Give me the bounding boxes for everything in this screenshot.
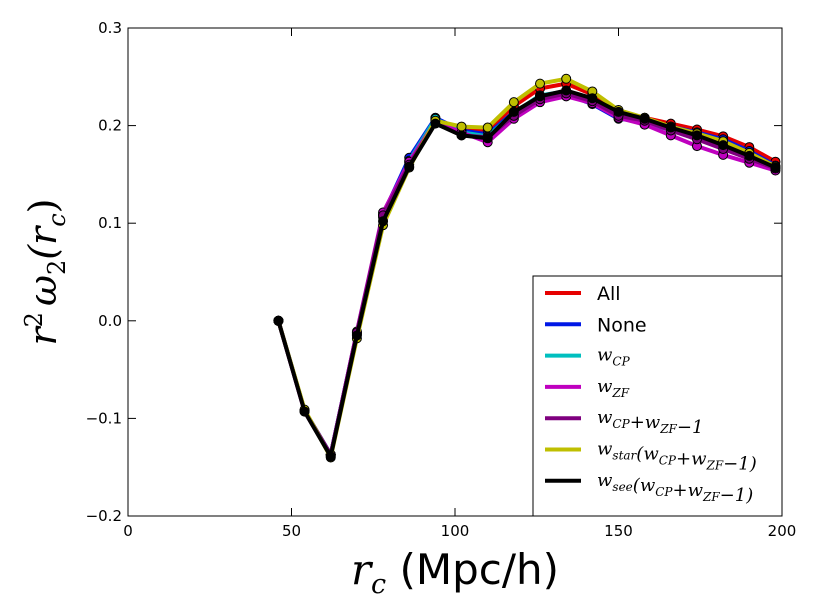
legend-label-part: w	[597, 376, 613, 397]
legend-label: wCP+wZF−1	[597, 407, 703, 438]
legend-label: None	[597, 314, 647, 336]
data-point	[535, 91, 546, 102]
data-point	[587, 93, 598, 104]
ticks-layer: 0 50 100 150 200 −0.2 −0.1 0.0 0.1 0.2 0.3	[86, 19, 797, 540]
y-tick-label: 0.2	[98, 117, 122, 135]
data-point	[535, 78, 546, 89]
ylabel-arg: (r	[21, 224, 65, 260]
xlabel-unit: (Mpc/h)	[400, 545, 560, 594]
legend-label-sub: ZF	[706, 459, 724, 473]
legend-label-sub: ZF	[611, 386, 629, 400]
data-point	[351, 330, 362, 341]
data-point	[770, 162, 781, 173]
xlabel-sub: c	[371, 569, 386, 600]
legend-label-part: +w	[673, 480, 704, 501]
data-point	[378, 216, 389, 227]
legend-label-part: −1	[677, 417, 704, 438]
ylabel-arg-sub: c	[43, 213, 71, 226]
data-point	[482, 122, 493, 133]
ylabel-omega: ω	[21, 275, 65, 306]
x-tick-label: 150	[604, 522, 633, 540]
legend-label-part: −1)	[720, 485, 754, 506]
ylabel-sub: 2	[43, 260, 71, 275]
legend-label-sub: CP	[655, 485, 673, 499]
legend-label-part: −1)	[723, 454, 757, 475]
data-point	[744, 150, 755, 161]
data-point	[639, 113, 650, 124]
data-point	[299, 406, 310, 417]
legend-label-part: w	[597, 470, 613, 491]
ylabel-close: )	[21, 198, 65, 213]
legend-label-part: w	[597, 439, 613, 460]
legend-label-part: w	[597, 407, 613, 428]
data-point	[561, 85, 572, 96]
legend-label-part: +w	[676, 449, 707, 470]
legend-label-sub: CP	[659, 454, 677, 468]
data-point	[508, 97, 519, 108]
legend-label: wstar(wCP+wZF−1)	[597, 439, 757, 475]
legend-label: wCP	[597, 345, 631, 369]
y-tick-label: 0.0	[98, 312, 122, 330]
x-tick-label: 50	[282, 522, 301, 540]
data-point	[718, 140, 729, 151]
legend-label-part: w	[597, 345, 613, 366]
data-point	[665, 122, 676, 133]
x-tick-label: 200	[768, 522, 797, 540]
series-6	[273, 85, 781, 462]
ylabel-r: r	[21, 325, 65, 346]
data-point	[325, 451, 336, 462]
data-point	[508, 106, 519, 117]
legend-label-sub: CP	[612, 355, 630, 369]
data-point	[430, 118, 441, 129]
data-point	[404, 161, 415, 172]
data-point	[456, 121, 467, 132]
data-point	[691, 130, 702, 141]
legend-label: All	[597, 283, 621, 305]
legend-label-sub: see	[612, 480, 632, 494]
legend: AllNonewCPwZFwCP+wZF−1wstar(wCP+wZF−1)ws…	[532, 275, 783, 517]
legend-box	[532, 275, 783, 517]
data-point	[561, 73, 572, 84]
ylabel-sup: 2	[20, 312, 48, 327]
data-point	[273, 315, 284, 326]
x-axis-label: rc (Mpc/h)	[351, 545, 559, 600]
y-tick-label: −0.2	[86, 507, 122, 525]
data-point	[613, 106, 624, 117]
legend-label-sub: ZF	[659, 422, 677, 436]
legend-label: wZF	[597, 376, 630, 400]
x-tick-label: 0	[123, 522, 133, 540]
x-tick-label: 100	[441, 522, 470, 540]
y-tick-label: 0.3	[98, 19, 122, 37]
data-point	[482, 133, 493, 144]
xlabel-var: r	[351, 545, 374, 594]
legend-label-part: +w	[630, 412, 661, 433]
legend-label-sub: star	[612, 449, 637, 463]
legend-label: wsee(wCP+wZF−1)	[597, 470, 753, 506]
legend-label-part: (w	[633, 475, 656, 496]
legend-label-sub: ZF	[702, 490, 720, 504]
data-point	[456, 130, 467, 141]
xlabel-space	[386, 545, 399, 594]
series-layer	[273, 73, 781, 463]
legend-label-sub: CP	[612, 417, 630, 431]
y-tick-label: 0.1	[98, 214, 122, 232]
y-tick-label: −0.1	[86, 409, 122, 427]
y-axis-label: r2ω2(rc)	[20, 198, 71, 345]
legend-label-part: (w	[636, 444, 659, 465]
